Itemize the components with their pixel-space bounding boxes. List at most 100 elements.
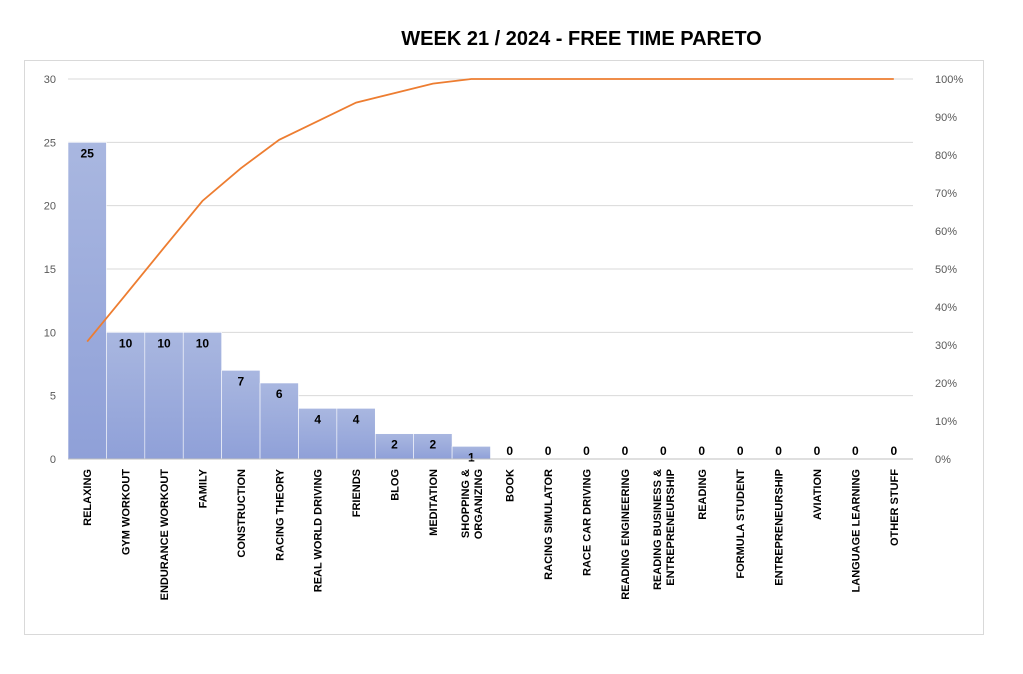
category-label: FRIENDS: [351, 469, 363, 517]
category-label-line: READING BUSINESS &: [652, 469, 664, 590]
category-label-line: RACE CAR DRIVING: [582, 469, 594, 576]
y2-tick-label: 40%: [935, 302, 957, 314]
data-label: 0: [852, 444, 859, 458]
category-label: RACING THEORY: [274, 468, 286, 561]
y2-tick-label: 10%: [935, 416, 957, 428]
data-label: 0: [737, 444, 744, 458]
category-label: READING ENGINEERING: [620, 469, 632, 600]
category-label-line: SHOPPING &: [460, 469, 472, 538]
data-label: 1: [468, 450, 475, 464]
data-label: 10: [157, 336, 171, 350]
data-label: 25: [81, 146, 95, 160]
category-label: RACE CAR DRIVING: [582, 469, 594, 576]
category-label-line: AVIATION: [812, 469, 824, 520]
chart-title: WEEK 21 / 2024 - FREE TIME PARETO: [401, 28, 762, 50]
category-label: AVIATION: [812, 469, 824, 520]
category-label-line: FAMILY: [197, 468, 209, 508]
category-label: READING BUSINESS & ENTREPRENEURSHIP: [652, 469, 677, 590]
y-tick-label: 0: [50, 454, 56, 466]
cumulative-percent-line: [86, 78, 894, 343]
data-label: 7: [237, 374, 244, 388]
category-label: OTHER STUFF: [889, 469, 901, 546]
y2-tick-label: 100%: [935, 74, 963, 86]
category-label-line: RELAXING: [82, 469, 94, 526]
category-label-line: ENDURANCE WORKOUT: [159, 469, 171, 601]
axes: 0510152025300%10%20%30%40%50%60%70%80%90…: [44, 74, 964, 600]
category-label: REAL WORLD DRIVING: [313, 469, 325, 592]
data-label: 0: [545, 444, 552, 458]
bar: [413, 433, 453, 460]
data-label: 6: [276, 387, 283, 401]
category-label-line: RACING SIMULATOR: [543, 469, 555, 580]
bar: [182, 332, 222, 460]
category-label-line: FORMULA STUDENT: [735, 469, 747, 579]
category-label-line: REAL WORLD DRIVING: [313, 469, 325, 592]
bars: [67, 142, 491, 460]
y-tick-label: 25: [44, 137, 56, 149]
category-label-line: RACING THEORY: [274, 468, 286, 561]
y-tick-label: 15: [44, 264, 56, 276]
y2-tick-label: 0%: [935, 454, 951, 466]
bar: [259, 382, 299, 460]
category-label-line: READING ENGINEERING: [620, 469, 632, 600]
category-label-line: BOOK: [505, 469, 517, 502]
data-label: 10: [196, 336, 210, 350]
category-label: MEDITATION: [428, 469, 440, 536]
data-label: 0: [583, 444, 590, 458]
data-label: 10: [119, 336, 133, 350]
category-label-line: ENTREPRENEURSHIP: [774, 469, 786, 586]
y2-tick-label: 80%: [935, 150, 957, 162]
category-label-line: GYM WORKOUT: [121, 469, 133, 555]
y2-tick-label: 30%: [935, 340, 957, 352]
bar: [144, 332, 184, 460]
category-label-line: ORGANIZING: [473, 469, 485, 539]
data-label: 4: [314, 412, 321, 426]
category-label-line: READING: [697, 469, 709, 520]
bar: [67, 142, 107, 460]
category-label-line: LANGUAGE LEARNING: [850, 469, 862, 592]
category-label: RELAXING: [82, 469, 94, 526]
category-label: LANGUAGE LEARNING: [850, 469, 862, 592]
category-label: SHOPPING & ORGANIZING: [460, 469, 485, 539]
data-label: 0: [814, 444, 821, 458]
y2-tick-label: 50%: [935, 264, 957, 276]
bar: [336, 408, 376, 460]
bar: [106, 332, 146, 460]
y2-tick-label: 70%: [935, 188, 957, 200]
data-label: 0: [698, 444, 705, 458]
y2-tick-label: 20%: [935, 378, 957, 390]
category-label-line: OTHER STUFF: [889, 469, 901, 546]
data-label: 0: [506, 444, 513, 458]
category-label-line: ENTREPRENEURSHIP: [665, 469, 677, 586]
chart-frame: [24, 60, 984, 635]
data-label: 2: [430, 438, 437, 452]
category-label: FORMULA STUDENT: [735, 469, 747, 579]
y-tick-label: 20: [44, 201, 56, 213]
category-label: READING: [697, 469, 709, 520]
y-tick-label: 30: [44, 74, 56, 86]
data-label: 0: [660, 444, 667, 458]
y2-tick-label: 90%: [935, 112, 957, 124]
category-label: CONSTRUCTION: [236, 469, 248, 558]
y-tick-label: 10: [44, 327, 56, 339]
y2-tick-label: 60%: [935, 226, 957, 238]
category-label: BLOG: [389, 469, 401, 501]
category-label: BOOK: [505, 469, 517, 502]
category-label-line: FRIENDS: [351, 469, 363, 517]
category-label-line: CONSTRUCTION: [236, 469, 248, 558]
category-label: ENDURANCE WORKOUT: [159, 469, 171, 601]
data-label: 4: [353, 412, 360, 426]
data-label: 0: [890, 444, 897, 458]
category-label: RACING SIMULATOR: [543, 469, 555, 580]
category-label-line: MEDITATION: [428, 469, 440, 536]
category-label: ENTREPRENEURSHIP: [774, 469, 786, 586]
data-label: 0: [775, 444, 782, 458]
category-label: GYM WORKOUT: [121, 469, 133, 555]
cumulative-line: [86, 78, 894, 343]
y-tick-label: 5: [50, 391, 56, 403]
category-label: FAMILY: [197, 468, 209, 508]
data-label: 2: [391, 438, 398, 452]
category-label-line: BLOG: [389, 469, 401, 501]
